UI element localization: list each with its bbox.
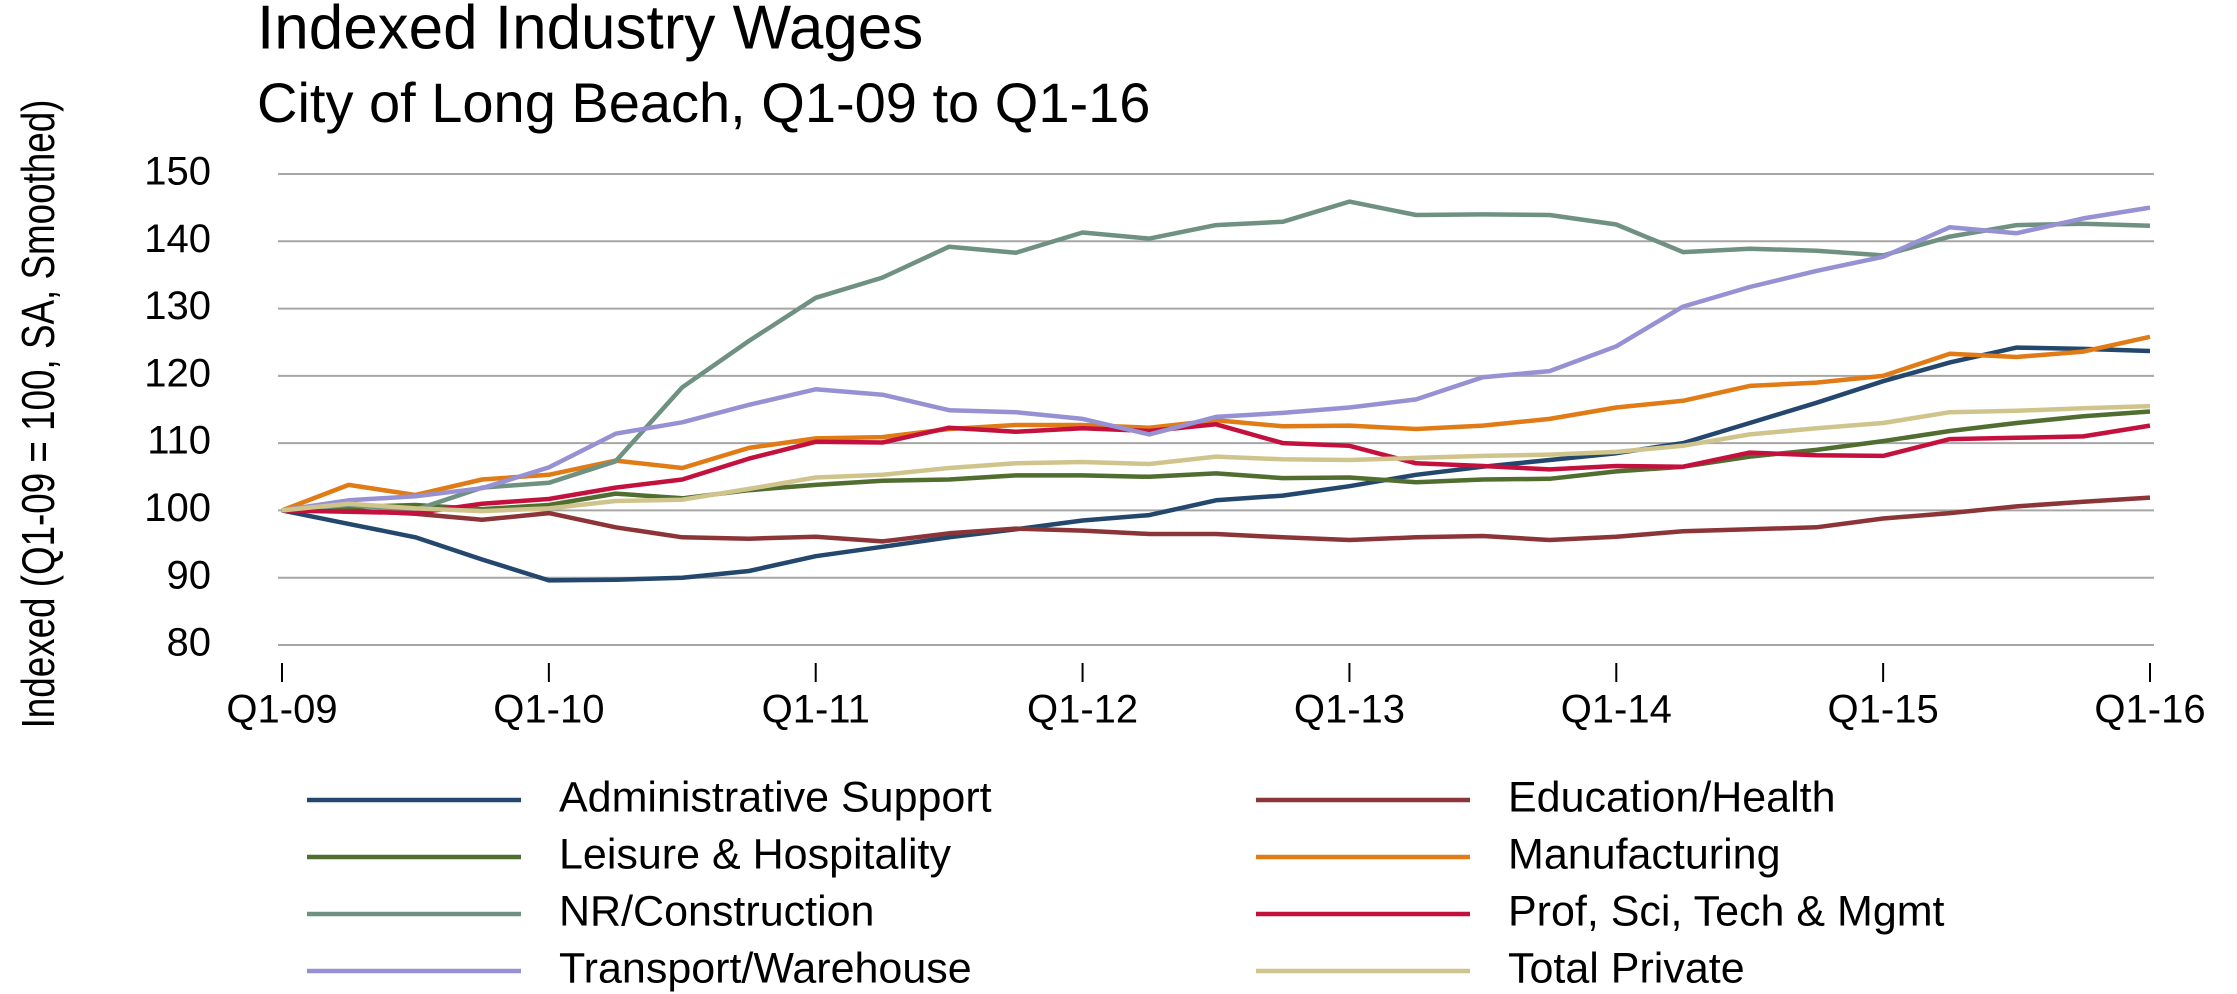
x-tick-label: Q1-16 [2094,688,2205,732]
y-tick-label: 140 [144,217,211,261]
legend-label: Manufacturing [1508,830,1781,878]
x-tick-label: Q1-09 [226,688,337,732]
series-line [281,345,2151,583]
chart-subtitle: City of Long Beach, Q1-09 to Q1-16 [257,71,1150,134]
series-line [281,199,2151,513]
legend-label: Transport/Warehouse [559,944,972,992]
legend-label: NR/Construction [559,887,874,935]
legend-label: Education/Health [1508,773,1836,821]
series-line [282,495,2151,544]
x-tick-label: Q1-13 [1294,688,1405,732]
y-tick-label: 100 [144,486,211,530]
legend-label: Administrative Support [559,773,992,821]
series-line [281,205,2151,513]
y-tick-label: 110 [147,419,211,463]
legend-label: Total Private [1508,944,1745,992]
y-tick-label: 120 [144,351,211,395]
y-tick-label: 130 [144,284,211,328]
x-tick-label: Q1-15 [1828,688,1939,732]
x-tick-label: Q1-12 [1027,688,1138,732]
y-tick-label: 150 [144,150,211,194]
series-line [281,334,2151,513]
legend-label: Leisure & Hospitality [559,830,951,878]
series-line [281,403,2151,514]
y-tick-label: 90 [167,553,212,597]
x-tick-label: Q1-10 [493,688,604,732]
series-line [281,422,2151,516]
y-tick-label: 80 [167,621,212,665]
x-tick-label: Q1-11 [762,688,870,732]
legend-label: Prof, Sci, Tech & Mgmt [1508,887,1945,935]
chart-title: Indexed Industry Wages [257,0,923,62]
series-line [281,409,2151,513]
x-tick-label: Q1-14 [1561,688,1672,732]
y-axis-label: Indexed (Q1-09 = 100, SA, Smoothed) [12,100,64,729]
